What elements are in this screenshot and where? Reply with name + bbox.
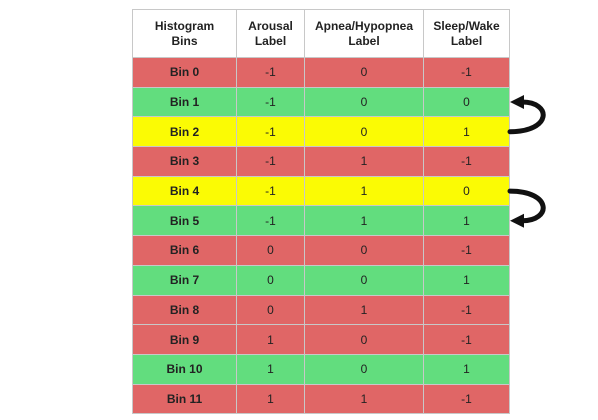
table-row: Bin 10 1 0 1 xyxy=(132,353,510,385)
table-row: Bin 2 -1 0 1 xyxy=(132,116,510,148)
bin-cell: Bin 0 xyxy=(132,57,237,88)
arousal-cell: 1 xyxy=(236,324,305,355)
arousal-cell: -1 xyxy=(236,146,305,177)
bin-cell: Bin 1 xyxy=(132,86,237,118)
arousal-cell: -1 xyxy=(236,175,305,207)
table-row: Bin 4 -1 1 0 xyxy=(132,175,510,207)
sleep-cell: 0 xyxy=(423,86,510,118)
arousal-cell: 1 xyxy=(236,353,305,385)
swap-arrow-head-icon xyxy=(510,213,524,228)
swap-arrow-curve xyxy=(507,188,546,224)
apnea-cell: 0 xyxy=(304,324,424,355)
header-arousal-label: Arousal Label xyxy=(236,9,305,58)
bin-cell: Bin 9 xyxy=(132,324,237,355)
table-row: Bin 9 1 0 -1 xyxy=(132,324,510,355)
sleep-cell: 1 xyxy=(423,264,510,296)
sleep-cell: -1 xyxy=(423,294,510,326)
apnea-cell: 1 xyxy=(304,175,424,207)
apnea-cell: 0 xyxy=(304,86,424,118)
bin-cell: Bin 8 xyxy=(132,294,237,326)
table-row: Bin 11 1 1 -1 xyxy=(132,383,510,415)
table-row: Bin 3 -1 1 -1 xyxy=(132,146,510,177)
bin-cell: Bin 2 xyxy=(132,116,237,148)
apnea-cell: 0 xyxy=(304,353,424,385)
header-row: Histogram Bins Arousal Label Apnea/Hypop… xyxy=(132,9,510,58)
sleep-cell: 1 xyxy=(423,116,510,148)
table-body: Bin 0 -1 0 -1 Bin 1 -1 0 0 Bin 2 -1 0 1 Bin 3 -1 1 -1 Bi… xyxy=(132,57,510,415)
table-row: Bin 6 0 0 -1 xyxy=(132,235,510,266)
header-sleep-wake-label: Sleep/Wake Label xyxy=(423,9,510,58)
arousal-cell: -1 xyxy=(236,57,305,88)
bin-cell: Bin 6 xyxy=(132,235,237,266)
sleep-cell: -1 xyxy=(423,146,510,177)
bin-cell: Bin 3 xyxy=(132,146,237,177)
bin-cell: Bin 7 xyxy=(132,264,237,296)
sleep-cell: -1 xyxy=(423,57,510,88)
apnea-cell: 0 xyxy=(304,235,424,266)
arousal-cell: -1 xyxy=(236,205,305,237)
apnea-cell: 0 xyxy=(304,264,424,296)
table-row: Bin 0 -1 0 -1 xyxy=(132,57,510,88)
apnea-cell: 1 xyxy=(304,146,424,177)
apnea-cell: 1 xyxy=(304,205,424,237)
table-row: Bin 5 -1 1 1 xyxy=(132,205,510,237)
header-apnea-hypopnea-label: Apnea/Hypopnea Label xyxy=(304,9,424,58)
arousal-cell: -1 xyxy=(236,116,305,148)
arousal-cell: 1 xyxy=(236,383,305,415)
sleep-cell: -1 xyxy=(423,324,510,355)
arrows-overlay xyxy=(507,95,546,228)
apnea-cell: 0 xyxy=(304,57,424,88)
header-histogram-bins: Histogram Bins xyxy=(132,9,237,58)
arousal-cell: -1 xyxy=(236,86,305,118)
sleep-cell: 0 xyxy=(423,175,510,207)
bin-cell: Bin 11 xyxy=(132,383,237,415)
apnea-cell: 1 xyxy=(304,383,424,415)
table-row: Bin 8 0 1 -1 xyxy=(132,294,510,326)
sleep-cell: 1 xyxy=(423,353,510,385)
bin-cell: Bin 4 xyxy=(132,175,237,207)
bin-cell: Bin 5 xyxy=(132,205,237,237)
histogram-bins-table: Histogram Bins Arousal Label Apnea/Hypop… xyxy=(132,9,510,415)
sleep-cell: -1 xyxy=(423,235,510,266)
arousal-cell: 0 xyxy=(236,235,305,266)
sleep-cell: -1 xyxy=(423,383,510,415)
arousal-cell: 0 xyxy=(236,294,305,326)
swap-arrow-head-icon xyxy=(510,95,524,110)
apnea-cell: 0 xyxy=(304,116,424,148)
swap-arrow-curve xyxy=(507,99,546,135)
sleep-cell: 1 xyxy=(423,205,510,237)
bin-cell: Bin 10 xyxy=(132,353,237,385)
apnea-cell: 1 xyxy=(304,294,424,326)
arousal-cell: 0 xyxy=(236,264,305,296)
table-row: Bin 1 -1 0 0 xyxy=(132,86,510,118)
